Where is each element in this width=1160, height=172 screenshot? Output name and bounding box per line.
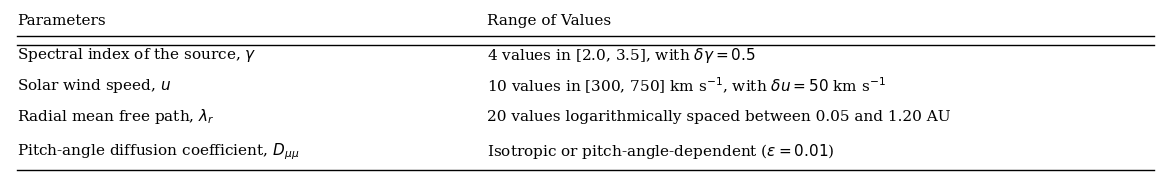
Text: Pitch-angle diffusion coefficient, $D_{\mu\mu}$: Pitch-angle diffusion coefficient, $D_{\…	[17, 141, 299, 162]
Text: 4 values in [2.0, 3.5], with $\delta\gamma = 0.5$: 4 values in [2.0, 3.5], with $\delta\gam…	[487, 46, 756, 64]
Text: Parameters: Parameters	[17, 14, 106, 28]
Text: 10 values in [300, 750] km s$^{-1}$, with $\delta u = 50$ km s$^{-1}$: 10 values in [300, 750] km s$^{-1}$, wit…	[487, 76, 886, 96]
Text: Solar wind speed, $u$: Solar wind speed, $u$	[17, 77, 172, 95]
Text: Range of Values: Range of Values	[487, 14, 611, 28]
Text: Radial mean free path, $\lambda_r$: Radial mean free path, $\lambda_r$	[17, 108, 215, 126]
Text: Spectral index of the source, $\gamma$: Spectral index of the source, $\gamma$	[17, 46, 256, 64]
Text: Isotropic or pitch-angle-dependent ($\epsilon = 0.01$): Isotropic or pitch-angle-dependent ($\ep…	[487, 142, 835, 161]
Text: 20 values logarithmically spaced between 0.05 and 1.20 AU: 20 values logarithmically spaced between…	[487, 110, 951, 124]
